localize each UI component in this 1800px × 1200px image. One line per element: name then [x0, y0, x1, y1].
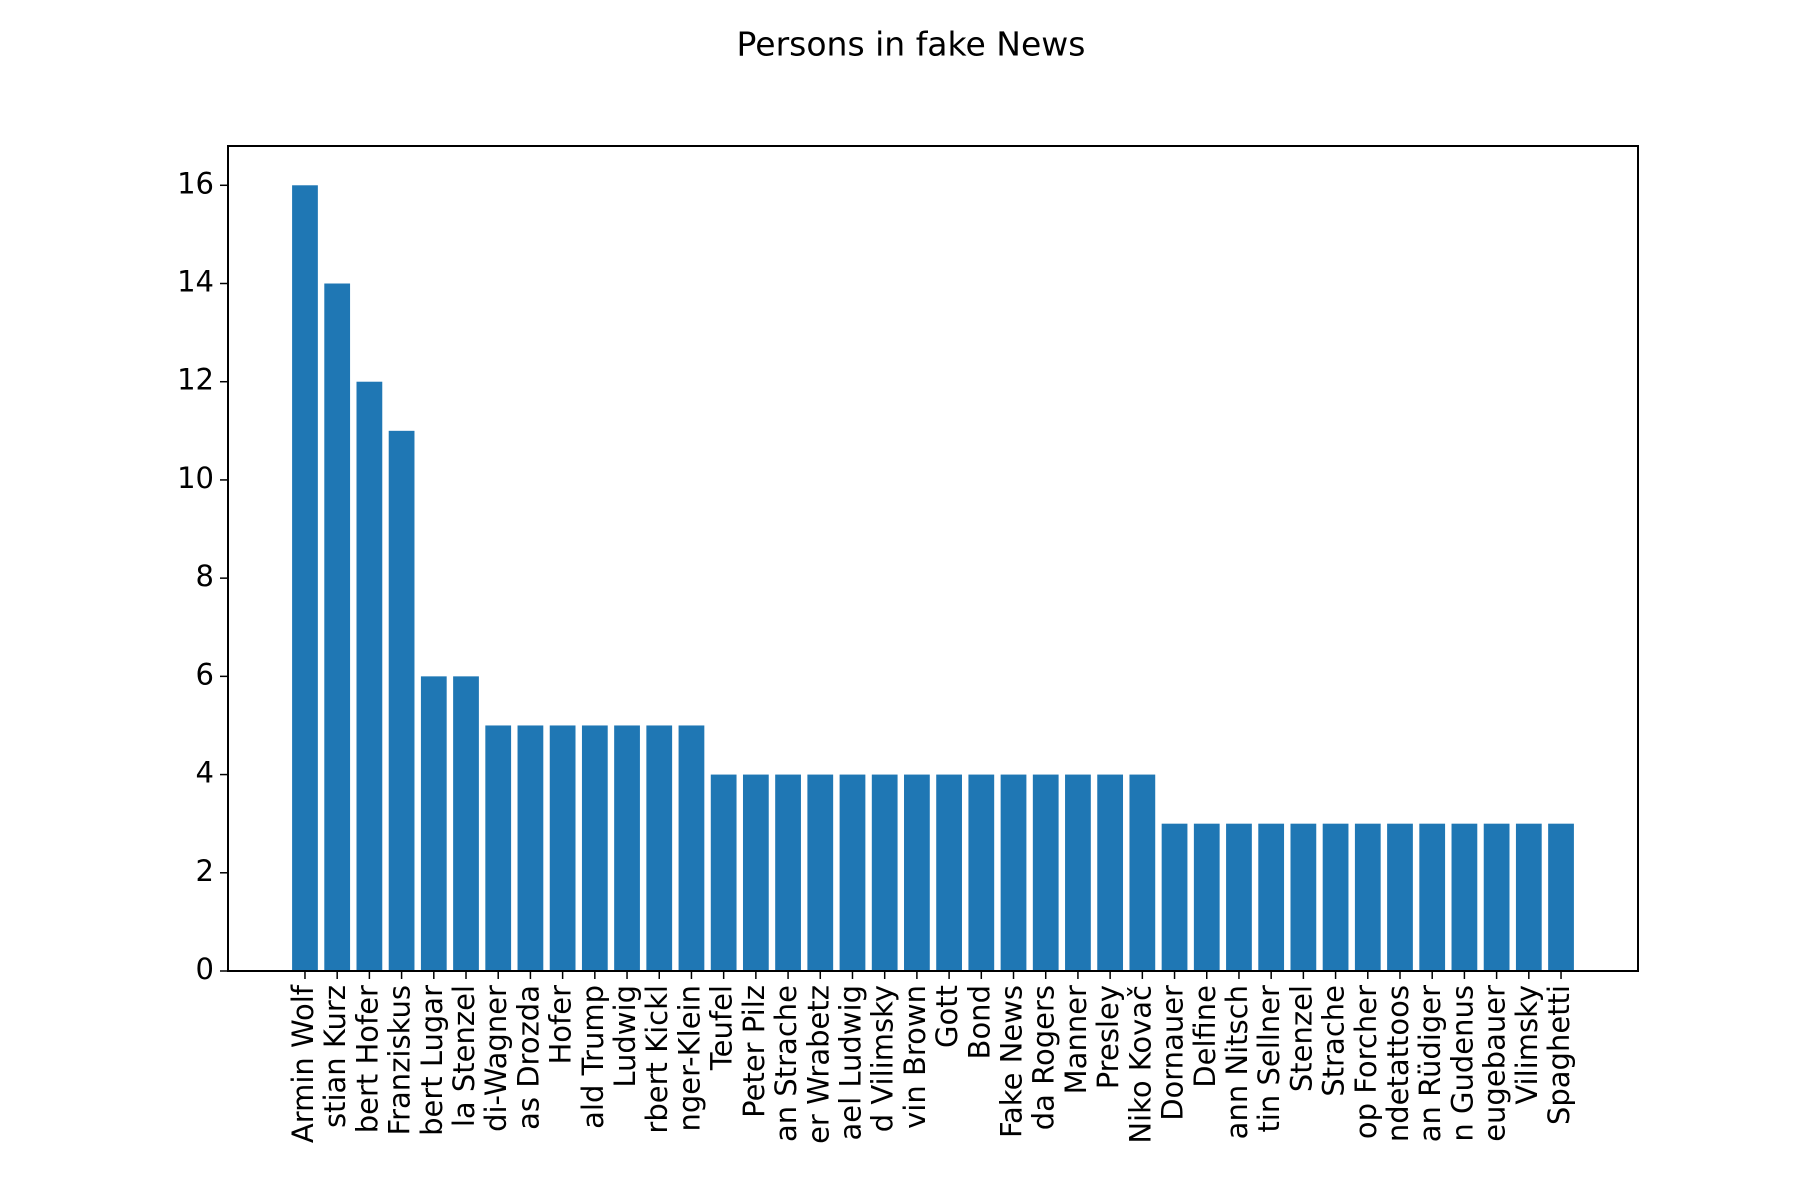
x-tick-label: bert Hofer: [350, 985, 384, 1133]
bar: [1387, 823, 1413, 971]
chart-title: Persons in fake News: [737, 25, 1086, 64]
bar: [904, 774, 930, 971]
bar: [1322, 823, 1349, 971]
plot-frame: [227, 145, 1639, 972]
bar: [1258, 823, 1285, 971]
x-tick-label: bert Lugar: [415, 985, 449, 1136]
bar: [614, 725, 640, 971]
bar: [742, 774, 769, 971]
x-tick-label: vin Brown: [898, 985, 932, 1129]
bar: [775, 774, 801, 971]
bar: [839, 774, 866, 971]
bar: [1548, 823, 1574, 971]
bar: [420, 676, 447, 971]
x-tick-label: stian Kurz: [318, 985, 352, 1128]
x-tick-label: op Forcher: [1349, 985, 1383, 1139]
bar: [1000, 774, 1027, 971]
x-tick-label: Fake News: [995, 985, 1029, 1138]
x-tick-label: Peter Pilz: [737, 985, 771, 1118]
x-tick-label: ann Nitsch: [1220, 985, 1254, 1139]
bar: [678, 725, 705, 971]
bar: [1032, 774, 1059, 971]
bar: [968, 774, 995, 971]
y-tick-label: 16: [177, 166, 214, 200]
y-tick-label: 6: [196, 657, 214, 691]
y-tick-label: 0: [196, 952, 214, 986]
x-tick-label: ndetattoos: [1381, 985, 1415, 1142]
bar: [485, 725, 512, 971]
bar: [1097, 774, 1124, 971]
bar: [517, 725, 544, 971]
x-tick-label: an Strache: [769, 985, 803, 1142]
bar: [1419, 823, 1446, 971]
x-tick-label: Strache: [1317, 985, 1351, 1097]
y-tick-label: 14: [177, 265, 214, 299]
bar: [646, 725, 673, 971]
bar: [549, 725, 576, 971]
bar: [388, 430, 415, 972]
x-tick-label: Franziskus: [383, 985, 417, 1135]
y-tick-label: 4: [196, 756, 214, 790]
bar: [1161, 823, 1188, 971]
bar: [710, 774, 737, 971]
x-tick-label: Delfine: [1188, 985, 1222, 1088]
x-tick-label: di-Wagner: [479, 985, 513, 1132]
x-tick-label: Bond: [962, 985, 996, 1059]
x-tick-label: Spaghetti: [1542, 985, 1576, 1125]
bar: [871, 774, 898, 971]
y-tick-label: 8: [196, 559, 214, 593]
x-tick-label: d Vilimsky: [866, 985, 900, 1132]
x-tick-label: ael Ludwig: [833, 985, 867, 1141]
x-tick-label: eugebauer: [1478, 985, 1512, 1142]
bar: [324, 283, 351, 971]
x-tick-label: Manner: [1059, 985, 1093, 1094]
x-tick-label: ald Trump: [576, 985, 610, 1129]
bar: [1129, 774, 1156, 971]
x-tick-label: er Wrabetz: [801, 985, 835, 1144]
x-tick-label: Hofer: [544, 985, 578, 1065]
x-tick-label: an Rüdiger: [1413, 985, 1447, 1142]
bar: [807, 774, 834, 971]
y-tick-label: 12: [177, 363, 214, 397]
x-tick-label: tin Sellner: [1252, 985, 1286, 1133]
x-tick-label: da Rogers: [1027, 985, 1061, 1130]
bar: [581, 725, 608, 971]
y-tick-label: 2: [196, 854, 214, 888]
y-tick-label: 10: [177, 461, 214, 495]
x-tick-label: Armin Wolf: [286, 984, 320, 1143]
bar: [1226, 823, 1252, 971]
x-tick-label: n Gudenus: [1445, 985, 1479, 1142]
bar: [292, 185, 318, 972]
bar: [356, 381, 383, 971]
x-tick-label: la Stenzel: [447, 985, 481, 1127]
bar: [1451, 823, 1478, 971]
bar: [453, 676, 479, 971]
x-tick-label: Stenzel: [1284, 985, 1318, 1092]
x-tick-label: Presley: [1091, 985, 1125, 1089]
x-tick-label: Gott: [930, 985, 964, 1048]
x-tick-label: Niko Kovač: [1123, 985, 1157, 1144]
bar: [1290, 823, 1317, 971]
x-tick-label: rbert Kickl: [640, 985, 674, 1134]
bar: [1193, 823, 1220, 971]
bar: [936, 774, 962, 971]
x-tick-label: as Drozda: [511, 985, 545, 1130]
x-tick-label: Teufel: [705, 985, 739, 1071]
x-tick-label: Vilimsky: [1510, 985, 1544, 1105]
bar: [1354, 823, 1381, 971]
x-tick-label: Dornauer: [1156, 985, 1190, 1121]
bar: [1065, 774, 1091, 971]
x-tick-label: nger-Klein: [672, 985, 706, 1132]
bar: [1515, 823, 1542, 971]
x-tick-label: Ludwig: [608, 985, 642, 1088]
bar: [1483, 823, 1510, 971]
